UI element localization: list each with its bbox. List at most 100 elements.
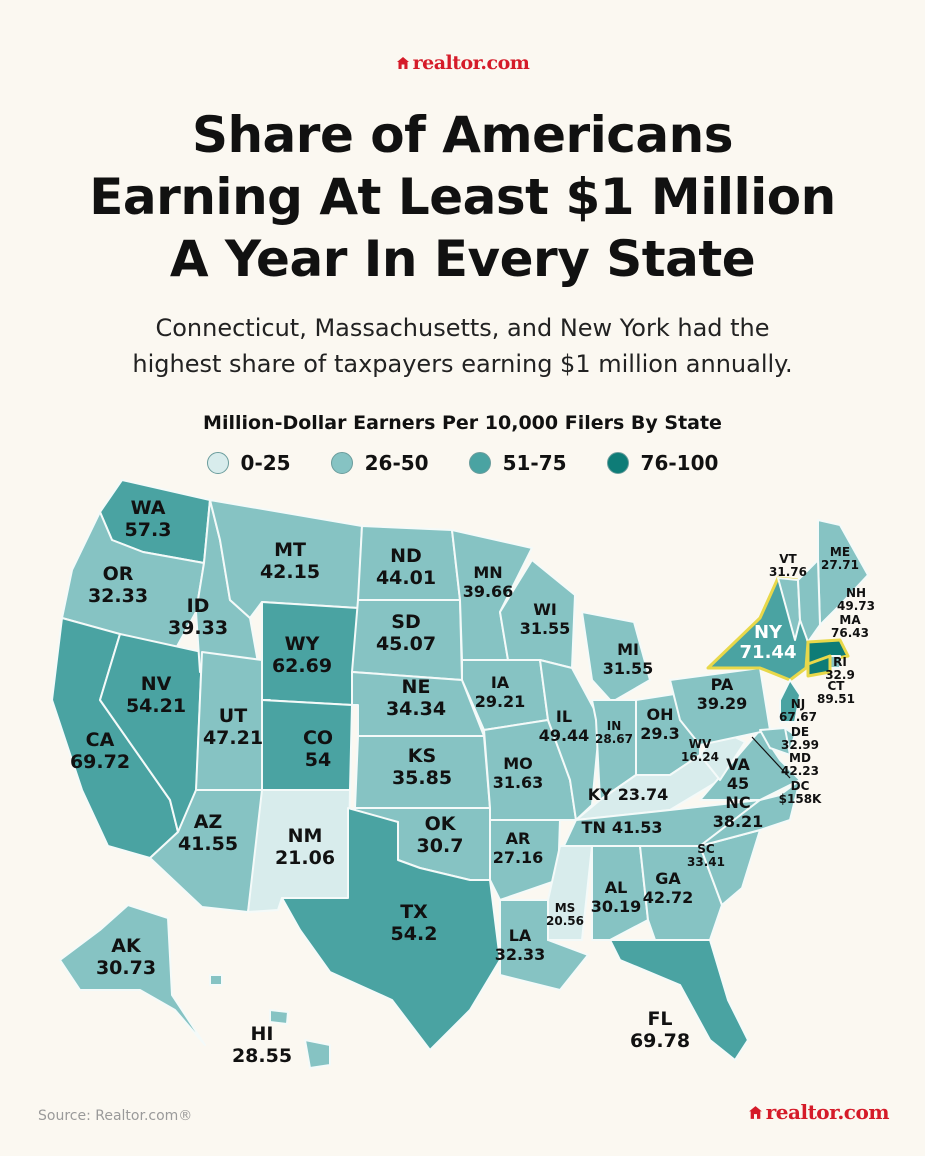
house-icon — [748, 1106, 762, 1119]
state-shape-al — [591, 845, 649, 941]
state-abbr: RI — [833, 655, 847, 669]
state-value: 20.56 — [546, 914, 584, 928]
state-abbr: SD — [391, 611, 420, 633]
state-abbr: KY — [588, 785, 612, 804]
state-abbr: NC — [725, 793, 750, 812]
state-value: 49.44 — [539, 726, 590, 745]
state-value: 38.21 — [713, 812, 764, 831]
state-value: 30.7 — [417, 835, 464, 857]
state-value: 42.15 — [260, 561, 320, 583]
state-shape-ar — [489, 819, 561, 901]
state-shape-fl — [609, 939, 749, 1061]
state-abbr: TN — [582, 818, 606, 837]
state-abbr: MT — [274, 539, 306, 561]
state-abbr: WA — [131, 497, 166, 519]
state-value: 31.55 — [520, 619, 571, 638]
state-value: 31.55 — [603, 659, 654, 678]
state-value: 32.9 — [825, 668, 855, 682]
state-abbr: CT — [828, 679, 846, 693]
state-abbr: NH — [846, 586, 866, 600]
state-abbr: MO — [503, 754, 533, 773]
state-shape-hi — [269, 1009, 289, 1025]
state-shape-nh — [797, 559, 821, 643]
state-abbr: MI — [617, 640, 639, 659]
legend-label: 76-100 — [640, 451, 719, 475]
state-abbr: PA — [711, 675, 734, 694]
house-icon — [396, 57, 409, 69]
state-abbr: VA — [726, 755, 750, 774]
state-value: 33.41 — [687, 855, 725, 869]
title-line: A Year In Every State — [169, 230, 756, 288]
state-abbr: OK — [425, 813, 457, 835]
state-value: 30.19 — [591, 897, 642, 916]
state-abbr: FL — [647, 1008, 672, 1030]
state-abbr: DC — [791, 779, 810, 793]
state-abbr: AR — [506, 829, 531, 848]
state-abbr: IN — [607, 719, 622, 733]
legend-swatch — [330, 452, 353, 474]
state-value: 54 — [305, 749, 331, 771]
state-abbr: NM — [288, 825, 323, 847]
state-abbr: MN — [473, 563, 502, 582]
state-abbr: OR — [103, 563, 134, 585]
leader-lines — [751, 736, 791, 779]
state-value: 28.67 — [595, 732, 633, 746]
subtitle-line: Connecticut, Massachusetts, and New York… — [155, 314, 770, 342]
state-abbr: DE — [791, 725, 809, 739]
state-abbr: NE — [402, 676, 431, 698]
state-value: 35.85 — [392, 767, 452, 789]
legend-item: 76-100 — [606, 451, 719, 475]
brand-logo-top: realtor.com — [0, 52, 925, 74]
state-abbr: HI — [251, 1023, 274, 1045]
state-abbr: SC — [697, 842, 715, 856]
title-line: Share of Americans — [191, 106, 734, 164]
state-shape-hi — [209, 974, 223, 986]
state-value: 16.24 — [681, 750, 719, 764]
state-value: 21.06 — [275, 847, 335, 869]
state-value: 41.55 — [178, 833, 238, 855]
state-abbr: MD — [789, 751, 811, 765]
state-abbr: MS — [555, 901, 576, 915]
state-value: 27.16 — [493, 848, 544, 867]
state-value: 69.72 — [70, 751, 130, 773]
state-abbr: WI — [533, 600, 557, 619]
state-value: 23.74 — [618, 785, 669, 804]
state-value: 39.33 — [168, 617, 228, 639]
state-value: 29.21 — [475, 692, 526, 711]
state-value: 67.67 — [779, 710, 817, 724]
state-abbr: NY — [754, 622, 783, 643]
state-abbr: VT — [779, 552, 797, 566]
state-abbr: TX — [400, 901, 428, 923]
state-shape-ak — [59, 904, 206, 1046]
state-abbr: ID — [187, 595, 210, 617]
legend-swatch — [468, 452, 491, 474]
state-value: 39.29 — [697, 694, 748, 713]
state-value: 45 — [727, 774, 749, 793]
legend-item: 0-25 — [206, 451, 291, 475]
state-abbr: GA — [655, 869, 681, 888]
